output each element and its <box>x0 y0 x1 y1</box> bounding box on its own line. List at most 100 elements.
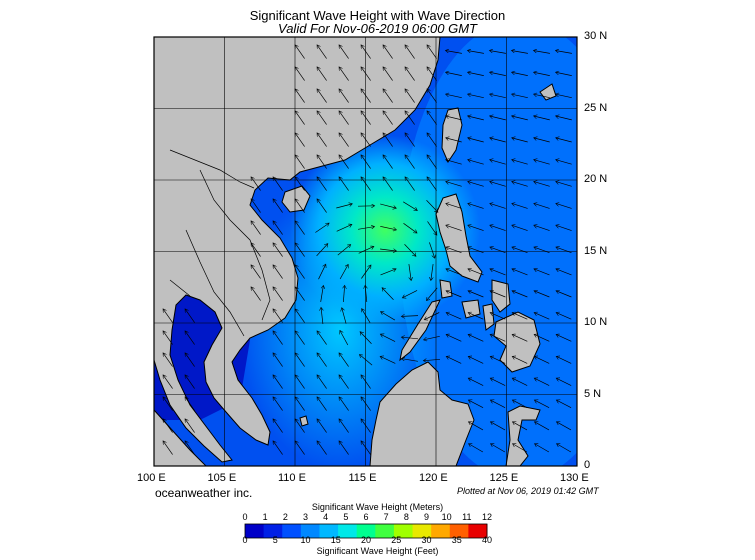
sumatra <box>154 409 207 466</box>
colorbar-swatch <box>245 524 265 538</box>
colorbar-feet-tick: 10 <box>300 535 311 545</box>
direction-arrow <box>163 353 173 367</box>
direction-arrow <box>446 72 462 76</box>
direction-arrow <box>512 51 528 54</box>
direction-arrow <box>447 313 462 320</box>
direction-arrow <box>490 225 506 231</box>
direction-arrow <box>447 335 462 342</box>
direction-arrow <box>295 199 305 213</box>
direction-arrow <box>512 94 528 99</box>
direction-arrow <box>535 357 550 364</box>
direction-arrow <box>361 89 371 103</box>
direction-arrow <box>163 397 173 411</box>
direction-arrow <box>431 264 434 280</box>
direction-arrow <box>535 335 550 342</box>
direction-arrow <box>402 337 419 339</box>
direction-arrow <box>273 177 283 191</box>
direction-arrow <box>534 138 550 143</box>
direction-arrow <box>380 225 396 229</box>
direction-arrow <box>447 291 462 298</box>
colorbar-feet-tick: 20 <box>360 535 372 545</box>
direction-arrow <box>381 312 396 321</box>
direction-arrow <box>426 199 438 212</box>
direction-arrow <box>512 116 528 121</box>
direction-arrow <box>534 94 550 99</box>
colorbar-meters-tick: 12 <box>481 512 493 522</box>
direction-arrow <box>491 247 506 254</box>
direction-arrow <box>163 419 173 433</box>
negros <box>482 303 495 331</box>
direction-arrow <box>513 357 528 364</box>
direction-arrow <box>163 441 173 455</box>
direction-arrow <box>317 397 327 411</box>
direction-arrow <box>339 177 349 191</box>
direction-arrow <box>427 67 437 81</box>
direction-arrow <box>469 291 484 298</box>
direction-arrow <box>317 441 327 455</box>
direction-arrow <box>339 397 349 411</box>
direction-arrow <box>295 309 305 323</box>
direction-arrow <box>185 331 195 345</box>
colorbar-swatch <box>338 524 358 538</box>
direction-arrow <box>251 243 261 257</box>
direction-arrow <box>427 111 437 125</box>
colorbar-frame <box>244 523 488 539</box>
direction-arrow <box>468 94 484 99</box>
direction-arrow <box>446 204 462 209</box>
chart-title: Significant Wave Height with Wave Direct… <box>249 8 506 23</box>
direction-arrow <box>358 247 374 254</box>
direction-arrow <box>273 287 283 301</box>
direction-arrow <box>404 243 416 256</box>
direction-arrow <box>342 308 347 324</box>
direction-arrow <box>403 290 418 297</box>
direction-arrow <box>317 419 327 433</box>
direction-arrow <box>468 204 484 209</box>
direction-arrow <box>402 316 419 317</box>
colorbar-feet-tick: 15 <box>330 535 341 545</box>
direction-arrow <box>535 378 550 386</box>
direction-arrow <box>295 353 305 367</box>
direction-arrow <box>557 357 572 364</box>
direction-arrow <box>512 72 528 76</box>
lon-tick-label: 110 E <box>278 472 306 484</box>
direction-arrow <box>534 160 550 165</box>
direction-arrow <box>361 332 372 345</box>
direction-arrow <box>339 375 349 389</box>
graticule <box>154 37 577 466</box>
direction-arrow <box>469 378 484 386</box>
direction-arrow <box>383 45 393 59</box>
direction-arrow <box>427 221 437 234</box>
direction-arrow <box>534 225 550 231</box>
direction-arrow <box>557 400 572 409</box>
direction-arrow <box>361 111 371 125</box>
lat-tick-label: 0 <box>584 459 591 471</box>
colorbar-swatch <box>300 524 320 538</box>
direction-arrow <box>447 269 462 276</box>
direction-arrow <box>556 160 572 165</box>
direction-arrow <box>339 67 349 81</box>
direction-arrow <box>362 309 371 323</box>
map-frame <box>153 36 578 467</box>
direction-arrow <box>513 247 528 254</box>
direction-arrow <box>360 355 373 366</box>
colorbar-meters-tick: 6 <box>363 512 369 522</box>
direction-arrow <box>556 51 572 54</box>
direction-arrow <box>556 94 572 99</box>
colorbar-feet-tick: 0 <box>242 535 248 545</box>
direction-arrow <box>383 155 393 169</box>
direction-arrow <box>469 400 484 409</box>
colorbar-swatch <box>431 524 451 538</box>
direction-arrow <box>185 375 195 389</box>
direction-arrow <box>491 400 506 409</box>
colorbar-meters-tick: 3 <box>302 512 309 522</box>
direction-arrow <box>383 111 393 125</box>
direction-arrow <box>490 94 506 99</box>
direction-arrow <box>295 155 305 169</box>
borneo <box>369 361 475 466</box>
direction-arrow <box>447 357 462 364</box>
lat-tick-label: 25 N <box>584 101 608 114</box>
colorbar-swatch <box>356 524 376 538</box>
direction-arrow <box>339 265 348 280</box>
direction-arrow <box>468 182 484 187</box>
direction-arrow <box>163 375 173 389</box>
